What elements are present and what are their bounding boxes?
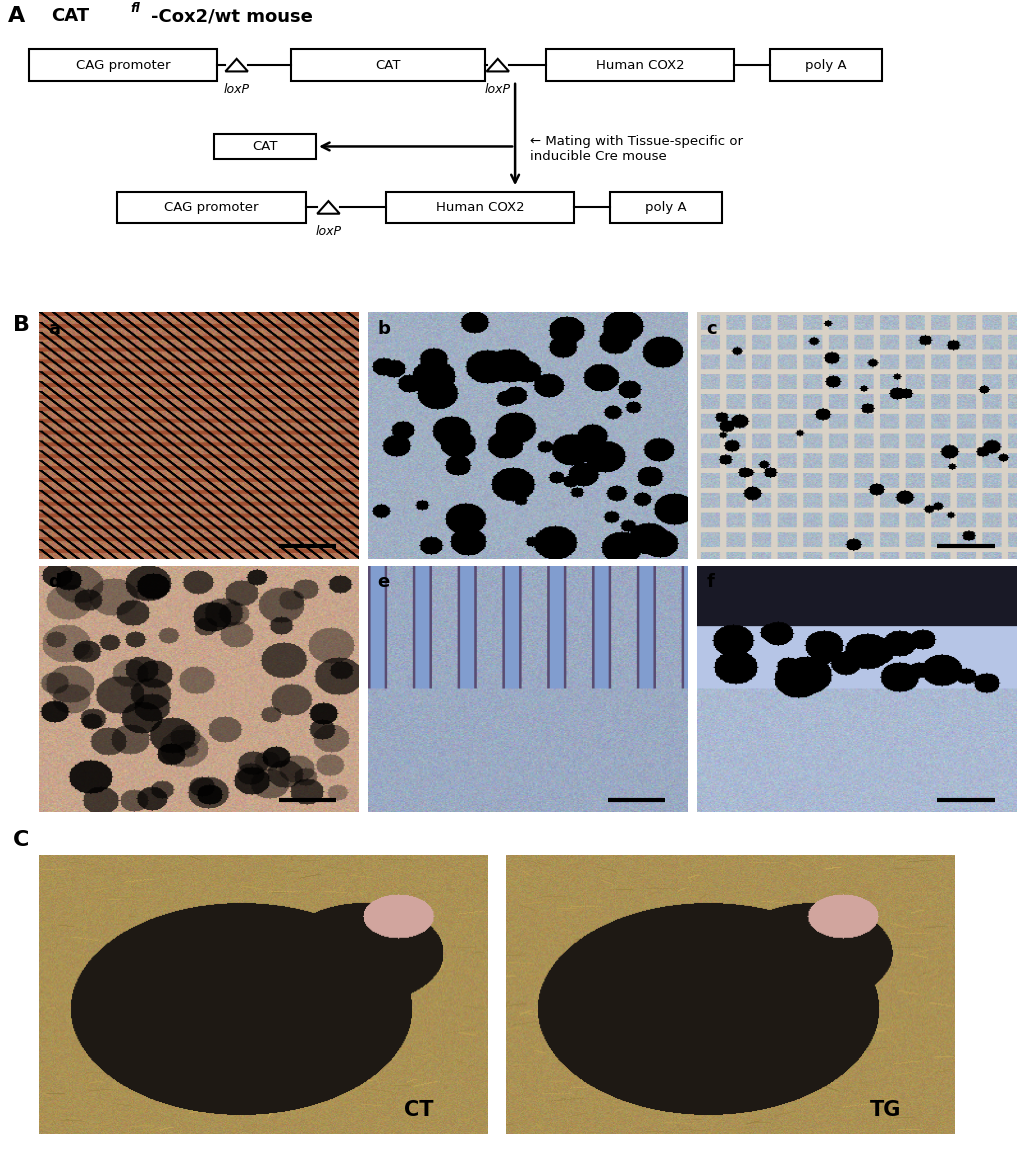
Text: C: C — [13, 831, 30, 850]
Text: loxP: loxP — [484, 83, 511, 96]
Bar — [214, 134, 316, 159]
Text: B: B — [13, 314, 30, 334]
Text: CAT: CAT — [375, 59, 400, 71]
Bar — [545, 50, 734, 81]
Text: c: c — [706, 319, 716, 338]
Text: loxP: loxP — [223, 83, 250, 96]
Bar — [117, 191, 306, 223]
Text: -Cox2/wt mouse: -Cox2/wt mouse — [151, 8, 313, 25]
Text: CT: CT — [404, 1100, 433, 1120]
Bar — [769, 50, 881, 81]
Text: CAG promoter: CAG promoter — [164, 200, 259, 214]
Text: A: A — [8, 6, 25, 26]
Text: b: b — [377, 319, 390, 338]
Text: fl: fl — [130, 2, 141, 15]
Bar — [29, 50, 217, 81]
Text: TG: TG — [868, 1100, 900, 1120]
Text: a: a — [48, 319, 60, 338]
Text: poly A: poly A — [805, 59, 846, 71]
Text: Human COX2: Human COX2 — [595, 59, 684, 71]
Text: ← Mating with Tissue-specific or
inducible Cre mouse: ← Mating with Tissue-specific or inducib… — [530, 135, 743, 162]
Text: loxP: loxP — [315, 225, 341, 238]
Text: CAG promoter: CAG promoter — [75, 59, 170, 71]
Bar — [290, 50, 484, 81]
Text: CAT: CAT — [253, 139, 277, 153]
Text: e: e — [377, 573, 389, 591]
Text: CAT: CAT — [51, 8, 89, 25]
Bar — [609, 191, 721, 223]
Bar — [385, 191, 574, 223]
Text: Human COX2: Human COX2 — [435, 200, 524, 214]
Text: f: f — [706, 573, 713, 591]
Text: poly A: poly A — [645, 200, 686, 214]
Text: d: d — [48, 573, 61, 591]
